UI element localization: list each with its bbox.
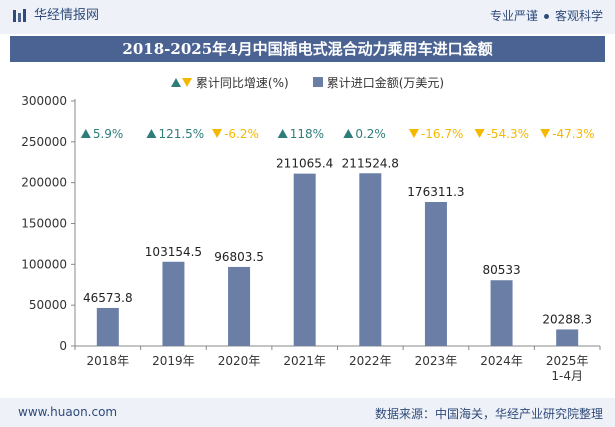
- footer-source: 数据来源：中国海关，华经产业研究院整理: [374, 407, 603, 421]
- bar-amount: [359, 173, 382, 346]
- bar-amount: [424, 202, 447, 346]
- y-tick-label: 50000: [29, 298, 67, 312]
- growth-up-marker: [343, 129, 354, 138]
- x-tick-label: 2020年: [218, 354, 261, 368]
- data-label-amount: 211065.4: [276, 157, 333, 171]
- growth-down-marker: [474, 129, 485, 138]
- triangle-down-icon: [181, 77, 192, 87]
- bar-amount: [162, 261, 185, 346]
- tagline: 专业严谨 客观科学: [490, 9, 603, 24]
- tagline-part1: 专业严谨: [489, 9, 538, 23]
- triangle-up-icon: [170, 77, 181, 87]
- x-tick-label: 2021年: [283, 354, 326, 368]
- bar-amount: [490, 280, 513, 346]
- data-label-amount: 46573.8: [83, 291, 133, 305]
- footer-bar: www.huaon.com 数据来源：中国海关，华经产业研究院整理: [0, 398, 615, 427]
- y-tick-label: 150000: [21, 217, 67, 231]
- growth-up-marker: [277, 129, 288, 138]
- bar-amount: [96, 307, 119, 346]
- data-label-growth: 118%: [290, 127, 324, 141]
- brand[interactable]: 华经情报网: [12, 8, 99, 24]
- data-label-amount: 176311.3: [407, 185, 464, 199]
- data-label-growth: -16.7%: [421, 127, 463, 141]
- x-tick-label: 2023年: [415, 354, 458, 368]
- bullet-dot-icon: [543, 14, 549, 19]
- bar-amount: [228, 266, 251, 346]
- data-label-growth: -6.2%: [224, 127, 259, 141]
- bar-amount: [293, 173, 316, 346]
- tagline-part2: 客观科学: [554, 9, 603, 23]
- data-label-growth: 121.5%: [158, 127, 204, 141]
- data-label-growth: 5.9%: [93, 127, 124, 141]
- x-tick-label: 2018年: [87, 354, 130, 368]
- y-tick-label: 0: [59, 339, 67, 353]
- data-label-growth: -54.3%: [487, 127, 529, 141]
- top-header-bar: 华经情报网 专业严谨 客观科学: [0, 0, 615, 34]
- data-label-amount: 211524.8: [342, 156, 399, 170]
- growth-down-marker: [212, 129, 223, 138]
- data-label-amount: 96803.5: [214, 250, 264, 264]
- data-label-amount: 103154.5: [145, 245, 202, 259]
- legend-swatch-amount: [312, 77, 323, 87]
- brand-name: 华经情报网: [34, 8, 100, 23]
- growth-up-marker: [80, 129, 91, 138]
- growth-down-marker: [540, 129, 551, 138]
- legend-label-amount: 累计进口金额(万美元): [326, 75, 445, 90]
- y-tick-label: 200000: [21, 176, 67, 190]
- legend-item-amount[interactable]: 累计进口金额(万美元): [312, 74, 445, 91]
- chart-title-bar: 2018-2025年4月中国插电式混合动力乘用车进口金额: [10, 36, 605, 62]
- x-tick-label: 2019年: [152, 354, 195, 368]
- x-tick-label: 2025年: [546, 354, 589, 368]
- growth-up-marker: [146, 129, 157, 138]
- x-tick-label: 2022年: [349, 354, 392, 368]
- data-label-amount: 20288.3: [542, 312, 592, 326]
- x-tick-label: 2024年: [480, 354, 523, 368]
- data-label-amount: 80533: [482, 263, 520, 277]
- data-label-growth: -47.3%: [552, 127, 594, 141]
- growth-down-marker: [408, 129, 419, 138]
- chart-legend: 累计同比增速(%) 累计进口金额(万美元): [0, 73, 615, 91]
- y-tick-label: 300000: [21, 94, 67, 108]
- y-tick-label: 250000: [21, 135, 67, 149]
- footer-url[interactable]: www.huaon.com: [18, 405, 118, 419]
- legend-item-growth[interactable]: 累计同比增速(%): [170, 74, 289, 91]
- y-tick-label: 100000: [21, 257, 67, 271]
- chart-title: 2018-2025年4月中国插电式混合动力乘用车进口金额: [122, 40, 493, 58]
- x-tick-label: 1-4月: [551, 369, 583, 383]
- bar-amount: [556, 329, 579, 346]
- data-label-growth: 0.2%: [355, 127, 386, 141]
- brand-logo-icon: [13, 9, 26, 22]
- legend-label-growth: 累计同比增速(%): [195, 75, 289, 90]
